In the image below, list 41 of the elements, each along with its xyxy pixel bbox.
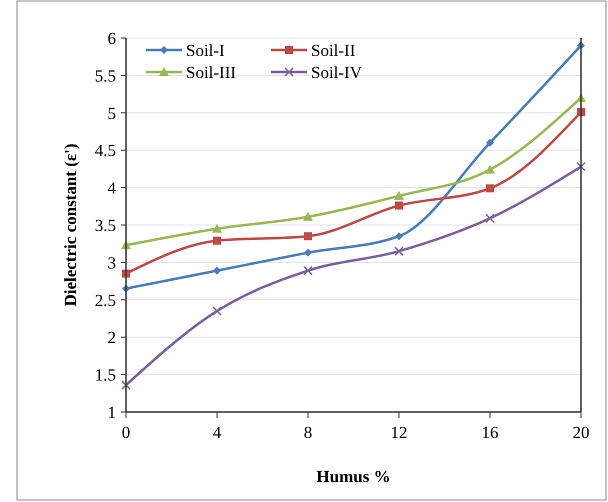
x-tick-label: 20 xyxy=(572,423,590,442)
x-tick-label: 12 xyxy=(390,423,408,442)
y-tick-label: 5.5 xyxy=(94,66,116,86)
point xyxy=(121,380,131,390)
point xyxy=(394,246,404,256)
y-tick-label: 3 xyxy=(108,253,116,272)
legend-label: Soil-III xyxy=(186,62,236,82)
point xyxy=(304,248,312,257)
x-tick-label: 8 xyxy=(304,423,312,442)
y-tick-label: 3.5 xyxy=(94,216,116,235)
legend-label: Soil-II xyxy=(311,40,356,60)
legend-label: Soil-IV xyxy=(311,62,363,82)
point xyxy=(395,202,403,210)
x-tick-label: 0 xyxy=(122,423,130,442)
y-tick-label: 5 xyxy=(108,104,116,123)
x-tick-label: 16 xyxy=(482,423,498,442)
y-tick-label: 1 xyxy=(108,402,116,422)
point xyxy=(576,162,586,172)
y-tick-label: 2 xyxy=(108,328,116,348)
y-tick-label: 6 xyxy=(108,28,116,48)
point xyxy=(213,266,221,275)
point xyxy=(303,266,313,276)
point xyxy=(395,232,403,240)
point xyxy=(213,236,221,245)
y-tick-label: 4 xyxy=(108,178,116,198)
point xyxy=(212,306,222,316)
y-tick-label: 4.5 xyxy=(94,141,116,160)
y-tick-label: 2.5 xyxy=(94,290,116,310)
point xyxy=(486,138,494,147)
x-axis-title: Humus % xyxy=(316,467,391,486)
point xyxy=(485,214,495,224)
legend-label: Soil-I xyxy=(186,40,226,60)
point xyxy=(212,224,222,233)
point xyxy=(486,184,494,192)
y-tick-label: 1.5 xyxy=(94,366,116,385)
point xyxy=(394,190,404,200)
x-tick-label: 4 xyxy=(212,423,222,442)
y-axis-title: Dielectric constant (ε') xyxy=(61,143,80,307)
point xyxy=(303,212,313,221)
point xyxy=(304,232,312,240)
point xyxy=(485,164,495,174)
